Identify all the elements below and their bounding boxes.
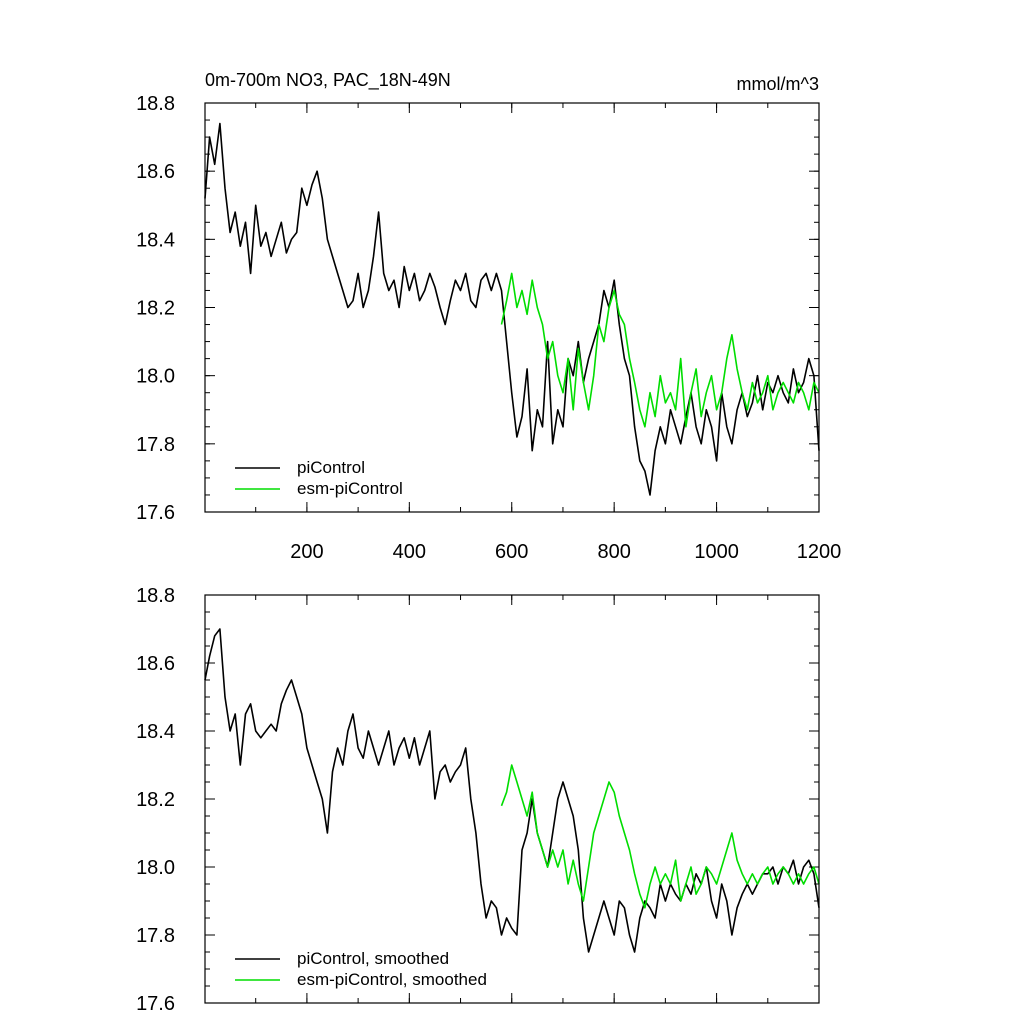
plot-frame [204, 594, 820, 1004]
x-tick-label: 1000 [694, 541, 739, 563]
y-tick-label: 18.6 [136, 653, 175, 675]
y-tick-label: 18.4 [136, 229, 175, 251]
bottom-panel: 17.6 17.8 18.0 18.2 18.4 18.6 18.8 piControl, s… [136, 585, 820, 1015]
y-tick-label: 18.4 [136, 721, 175, 743]
y-tick-label: 17.8 [136, 434, 175, 456]
units-label: mmol/m^3 [737, 74, 819, 94]
series-line-esm-picontrol [500, 272, 820, 428]
y-tick-label: 18.2 [136, 789, 175, 811]
x-tick-label: 400 [393, 541, 426, 563]
y-tick-label: 18.0 [136, 857, 175, 879]
y-tick-label: 17.8 [136, 925, 175, 947]
legend-label: esm-piControl [297, 479, 403, 498]
y-tick-label: 18.8 [136, 93, 175, 115]
y-tick-label: 18.6 [136, 161, 175, 183]
y-tick-label: 18.0 [136, 366, 175, 388]
y-tick-label: 18.8 [136, 585, 175, 607]
chart-title: 0m-700m NO3, PAC_18N-49N [205, 70, 451, 91]
series-line-picontrol [204, 122, 820, 496]
series-line-esm-picontrol-smoothed [500, 764, 820, 909]
legend-label: esm-piControl, smoothed [297, 970, 487, 989]
y-tick-label: 17.6 [136, 502, 175, 524]
plot-frame [204, 102, 820, 513]
legend-label: piControl, smoothed [297, 949, 449, 968]
legend-label: piControl [297, 458, 365, 477]
y-tick-label: 18.2 [136, 298, 175, 320]
x-tick-label: 800 [597, 541, 630, 563]
series-line-picontrol-smoothed [204, 628, 820, 953]
y-tick-label: 17.6 [136, 993, 175, 1015]
x-tick-label: 200 [290, 541, 323, 563]
x-tick-label: 600 [495, 541, 528, 563]
x-tick-label: 1200 [797, 541, 842, 563]
top-panel: 17.6 17.8 18.0 18.2 18.4 18.6 18.8 200 400 600 800… [136, 70, 841, 563]
